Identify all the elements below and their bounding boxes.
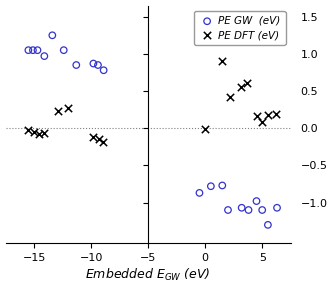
PE GW  (eV) bbox=[246, 208, 251, 212]
PE DFT (eV) bbox=[66, 106, 71, 110]
PE GW  (eV) bbox=[61, 48, 66, 53]
PE DFT (eV) bbox=[273, 112, 279, 116]
PE GW  (eV) bbox=[259, 208, 265, 212]
PE DFT (eV) bbox=[26, 128, 31, 133]
PE GW  (eV) bbox=[265, 223, 271, 227]
PE DFT (eV) bbox=[265, 112, 271, 117]
PE GW  (eV) bbox=[274, 205, 280, 210]
PE GW  (eV) bbox=[95, 63, 101, 67]
PE DFT (eV) bbox=[42, 131, 47, 136]
PE GW  (eV) bbox=[239, 205, 244, 210]
X-axis label: Embedded $E_{GW}$ (eV): Embedded $E_{GW}$ (eV) bbox=[85, 267, 211, 284]
PE DFT (eV) bbox=[36, 132, 41, 136]
PE GW  (eV) bbox=[50, 33, 55, 38]
PE DFT (eV) bbox=[202, 127, 208, 131]
Legend: PE GW  (eV), PE DFT (eV): PE GW (eV), PE DFT (eV) bbox=[194, 11, 285, 45]
PE GW  (eV) bbox=[91, 61, 96, 66]
PE DFT (eV) bbox=[220, 59, 225, 64]
PE DFT (eV) bbox=[100, 139, 105, 144]
PE DFT (eV) bbox=[259, 120, 265, 125]
PE DFT (eV) bbox=[97, 136, 102, 141]
PE DFT (eV) bbox=[31, 130, 37, 134]
PE DFT (eV) bbox=[254, 114, 259, 119]
PE GW  (eV) bbox=[197, 190, 202, 195]
PE GW  (eV) bbox=[254, 199, 259, 203]
PE DFT (eV) bbox=[55, 109, 61, 114]
PE GW  (eV) bbox=[225, 208, 231, 212]
PE GW  (eV) bbox=[208, 184, 213, 188]
PE GW  (eV) bbox=[26, 48, 31, 53]
PE DFT (eV) bbox=[245, 81, 250, 85]
PE GW  (eV) bbox=[101, 68, 106, 73]
PE GW  (eV) bbox=[30, 48, 36, 53]
PE DFT (eV) bbox=[238, 84, 243, 89]
PE GW  (eV) bbox=[220, 183, 225, 188]
PE GW  (eV) bbox=[35, 48, 40, 53]
PE DFT (eV) bbox=[227, 95, 233, 99]
PE DFT (eV) bbox=[91, 135, 96, 140]
PE GW  (eV) bbox=[74, 63, 79, 67]
PE GW  (eV) bbox=[42, 54, 47, 58]
